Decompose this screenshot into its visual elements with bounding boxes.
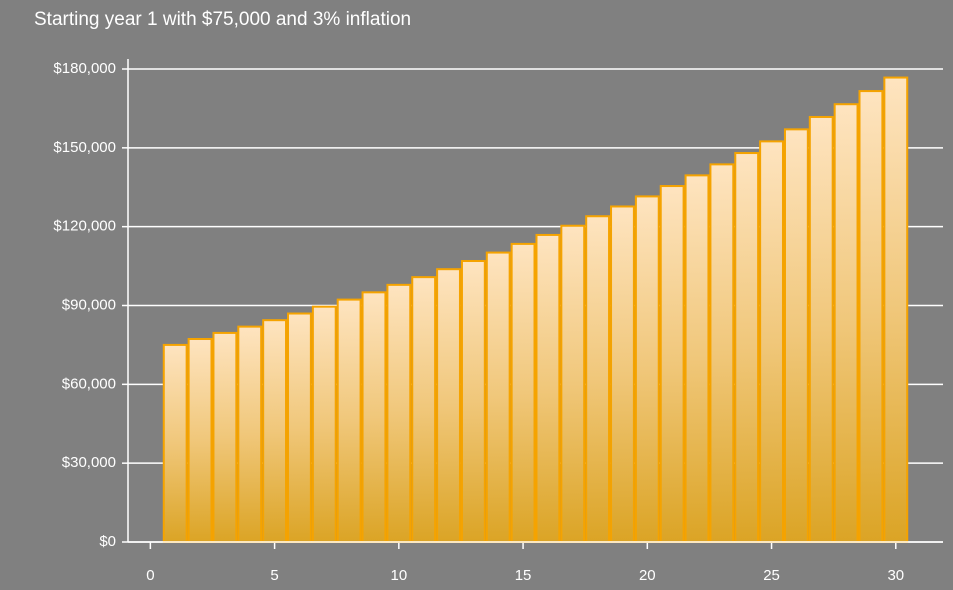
bar [386, 283, 412, 543]
bar [659, 185, 685, 543]
bar [162, 343, 188, 543]
bar [436, 268, 461, 543]
y-tick-label: $150,000 [53, 139, 116, 156]
bar [684, 174, 710, 543]
bar [709, 163, 735, 543]
bar [734, 152, 760, 543]
x-tick-label: 10 [390, 567, 407, 584]
x-tick-label: 15 [515, 567, 532, 584]
y-tick-label: $120,000 [53, 218, 116, 235]
x-tick-label: 0 [146, 567, 154, 584]
y-tick-label: $0 [99, 533, 116, 550]
bar [287, 312, 312, 543]
bar [833, 103, 859, 544]
bar [783, 128, 809, 543]
bar [460, 260, 486, 543]
bar [759, 140, 784, 544]
x-tick-label: 25 [763, 567, 780, 584]
bar [485, 251, 511, 543]
y-tick-label: $180,000 [53, 60, 116, 77]
bar [883, 76, 909, 543]
bar [212, 331, 238, 543]
bar [585, 215, 611, 543]
bar [560, 224, 586, 543]
x-tick-label: 5 [270, 567, 278, 584]
bar [610, 205, 635, 543]
y-tick-label: $30,000 [62, 454, 116, 471]
bar [808, 115, 834, 543]
bar [237, 325, 263, 543]
bar [187, 338, 213, 544]
y-tick-label: $90,000 [62, 296, 116, 313]
bar [262, 319, 288, 543]
bar [311, 305, 337, 544]
x-tick-label: 20 [639, 567, 656, 584]
bar [411, 276, 437, 543]
bar [336, 298, 362, 543]
bar [858, 90, 884, 543]
y-tick-label: $60,000 [62, 375, 116, 392]
bar [634, 195, 660, 543]
chart-title: Starting year 1 with $75,000 and 3% infl… [34, 9, 411, 30]
bar [535, 233, 561, 543]
x-tick-label: 30 [887, 567, 904, 584]
bar [361, 291, 387, 543]
bar [510, 242, 536, 543]
